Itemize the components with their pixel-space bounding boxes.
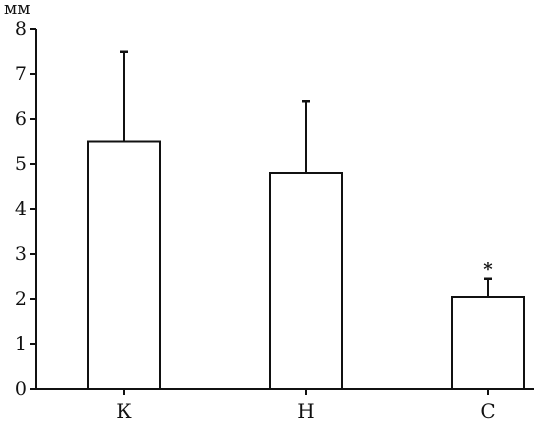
y-tick-label: 5 bbox=[15, 153, 27, 175]
y-tick-label: 4 bbox=[15, 198, 27, 220]
y-axis-unit-label: мм bbox=[4, 0, 30, 19]
y-tick-label: 1 bbox=[15, 333, 27, 355]
significance-marker: * bbox=[483, 259, 493, 280]
y-tick-label: 3 bbox=[15, 243, 27, 265]
y-tick-label: 6 bbox=[15, 108, 27, 130]
x-tick-label: К bbox=[116, 399, 132, 423]
y-tick-label: 7 bbox=[15, 63, 27, 85]
x-tick-label: С bbox=[480, 399, 495, 423]
x-tick-label: Н bbox=[297, 399, 314, 423]
y-tick-label: 0 bbox=[15, 378, 27, 400]
y-tick-label: 8 bbox=[15, 18, 27, 40]
bar bbox=[87, 140, 161, 390]
bar bbox=[269, 172, 343, 390]
bar bbox=[451, 295, 525, 390]
plot-area: К Н * С 0 1 2 3 4 5 6 7 8 bbox=[15, 18, 534, 423]
y-tick-label: 2 bbox=[15, 288, 27, 310]
